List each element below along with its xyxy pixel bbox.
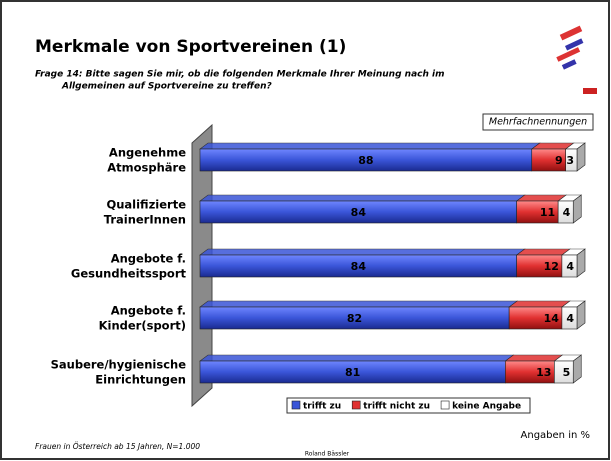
bar-top xyxy=(504,354,564,362)
value-label: 4 xyxy=(563,206,571,219)
bar-segment xyxy=(561,254,578,278)
subtitle: Frage 14: Bitte sagen Sie mir, ob die fo… xyxy=(35,70,444,80)
legend-swatch xyxy=(291,400,301,410)
category-label: Angebote f. xyxy=(111,252,186,266)
category-label: TrainerInnen xyxy=(104,213,186,227)
category-label: Atmosphäre xyxy=(107,161,186,175)
legend-label: keine Angabe xyxy=(452,402,521,412)
value-label: 12 xyxy=(544,260,559,273)
category-label: Einrichtungen xyxy=(95,373,186,387)
value-label: 3 xyxy=(566,154,574,167)
value-label: 81 xyxy=(345,366,360,379)
bar-segment xyxy=(554,360,574,384)
bar-segment xyxy=(561,306,578,330)
footnote: Frauen in Österreich ab 15 Jahren, N=1.0… xyxy=(35,442,200,451)
legend-swatch xyxy=(440,400,450,410)
value-label: 82 xyxy=(347,312,362,325)
bar-top xyxy=(199,354,515,362)
note: Mehrfachnennungen xyxy=(489,117,587,128)
unit-note: Angaben in % xyxy=(521,430,590,441)
subtitle: Allgemeinen auf Sportvereine zu treffen? xyxy=(61,82,272,92)
value-label: 88 xyxy=(358,154,373,167)
bar-segment xyxy=(565,148,578,172)
logo xyxy=(556,25,597,94)
category-label: Angebote f. xyxy=(111,304,186,318)
bar-top xyxy=(199,248,526,256)
category-label: Angenehme xyxy=(109,146,186,160)
bar-top xyxy=(515,248,571,256)
legend-label: trifft zu xyxy=(303,402,341,412)
category-label: Gesundheitssport xyxy=(71,267,187,281)
value-label: 9 xyxy=(555,154,563,167)
bar-top xyxy=(199,300,519,308)
note-box xyxy=(482,113,594,131)
value-label: 84 xyxy=(351,206,367,219)
bar-segment xyxy=(557,200,574,224)
bar-top xyxy=(515,194,568,202)
bar-top xyxy=(508,300,571,308)
bar-top xyxy=(199,194,526,202)
category-label: Kinder(sport) xyxy=(99,319,186,333)
value-label: 11 xyxy=(540,206,555,219)
value-label: 5 xyxy=(563,366,571,379)
value-label: 4 xyxy=(566,260,574,273)
category-label: Qualifizierte xyxy=(106,198,186,212)
bar-top xyxy=(199,142,541,150)
value-label: 4 xyxy=(566,312,574,325)
value-label: 14 xyxy=(544,312,560,325)
value-label: 13 xyxy=(536,366,551,379)
legend-swatch xyxy=(351,400,361,410)
category-label: Saubere/hygienische xyxy=(51,358,187,372)
legend-label: trifft nicht zu xyxy=(363,402,430,412)
legend xyxy=(286,397,531,414)
value-label: 84 xyxy=(351,260,367,273)
author: Roland Bässler xyxy=(305,451,350,458)
title: Merkmale von Sportvereinen (1) xyxy=(35,37,346,57)
